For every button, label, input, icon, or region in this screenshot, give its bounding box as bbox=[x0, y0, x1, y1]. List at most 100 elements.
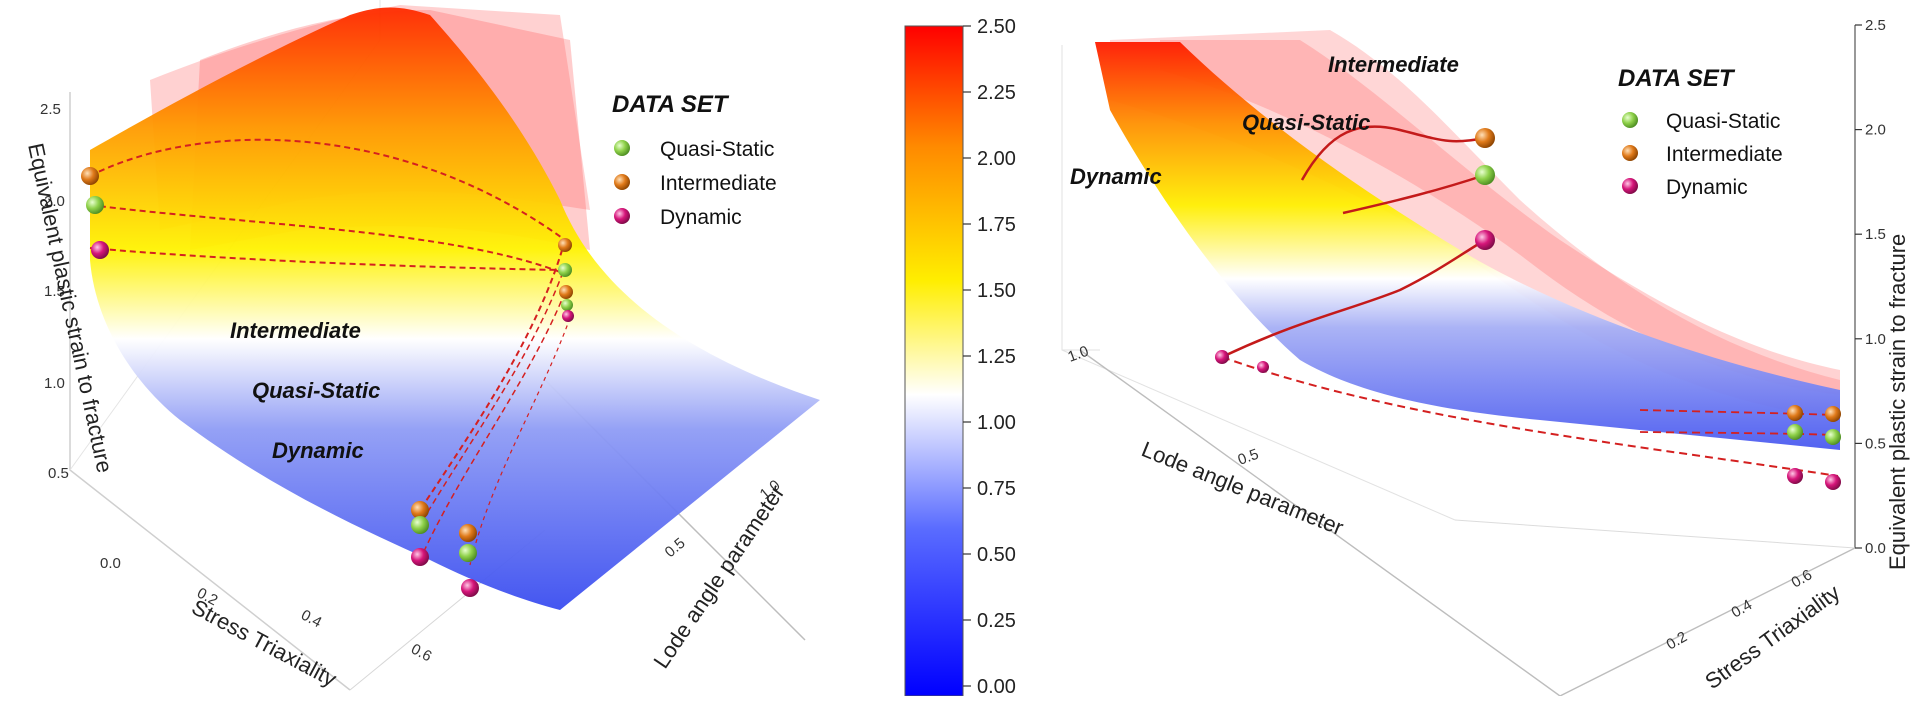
colorbar-tick-label: 1.50 bbox=[977, 280, 1016, 302]
colorbar-tick-label: 2.50 bbox=[977, 16, 1016, 38]
right-surface-label-dynamic: Dynamic bbox=[1070, 164, 1162, 189]
right-legend-label-intermediate: Intermediate bbox=[1666, 143, 1783, 166]
right-back-surface-2 bbox=[1160, 40, 1840, 395]
colorbar-tick-label: 2.00 bbox=[977, 148, 1016, 170]
left-legend: DATA SET Quasi-Static Intermediate Dynam… bbox=[612, 91, 777, 229]
left-z-tick-5: 0.0 bbox=[100, 555, 121, 572]
colorbar-ticks: 2.50 2.25 2.00 1.75 1.50 1.25 1.00 0.75 0.50 0.25… bbox=[963, 16, 1016, 698]
right-z-axis-title: Equivalent plastic strain to fracture bbox=[1885, 234, 1910, 570]
right-marker-dynamic-1 bbox=[1475, 230, 1495, 250]
right-surface-label-intermediate: Intermediate bbox=[1328, 52, 1459, 77]
left-curve-intermediate bbox=[89, 138, 566, 241]
left-z-tick-0: 2.5 bbox=[40, 101, 61, 118]
right-lode-axis bbox=[1079, 349, 1561, 697]
right-marker-dynamic-4 bbox=[1787, 468, 1803, 484]
right-z-tick-label: 1.0 bbox=[1865, 331, 1886, 348]
left-marker-intermediate-2 bbox=[558, 238, 572, 252]
colorbar-tick-label: 1.00 bbox=[977, 412, 1016, 434]
left-marker-quasistatic-3 bbox=[561, 299, 573, 311]
left-marker-intermediate-1 bbox=[81, 167, 99, 185]
right-y-axis-title: Stress Triaxiality bbox=[1700, 580, 1844, 694]
right-marker-quasistatic-2 bbox=[1787, 424, 1803, 440]
right-marker-dynamic-2 bbox=[1215, 350, 1229, 364]
left-legend-label-intermediate: Intermediate bbox=[660, 172, 777, 195]
right-z-tick-label: 0.5 bbox=[1865, 435, 1886, 452]
right-z-ticks: 0.0 0.5 1.0 1.5 2.0 2.5 bbox=[1855, 17, 1886, 557]
colorbar-tick-label: 0.25 bbox=[977, 610, 1016, 632]
left-legend-marker-quasistatic bbox=[614, 140, 630, 156]
colorbar-tick-label: 2.25 bbox=[977, 82, 1016, 104]
right-curve-quasistatic-tail bbox=[1639, 431, 1836, 436]
left-surface-label-intermediate: Intermediate bbox=[230, 318, 361, 343]
left-z-tick-1: 2.0 bbox=[44, 193, 65, 210]
left-marker-quasistatic-1 bbox=[86, 196, 104, 214]
colorbar-tick-label: 0.75 bbox=[977, 478, 1016, 500]
right-curves bbox=[1221, 125, 1839, 477]
right-z-tick-label: 2.5 bbox=[1865, 17, 1886, 34]
left-x-axis-title: Stress Triaxiality bbox=[188, 594, 341, 691]
left-marker-quasistatic-2 bbox=[558, 263, 572, 277]
right-curve-intermediate bbox=[1300, 125, 1486, 181]
left-z-tick-2: 1.5 bbox=[44, 283, 65, 300]
left-marker-dynamic-4 bbox=[461, 579, 479, 597]
left-legend-label-dynamic: Dynamic bbox=[660, 206, 742, 229]
left-curves bbox=[89, 138, 571, 566]
right-legend-label-dynamic: Dynamic bbox=[1666, 176, 1748, 199]
left-curve-down-3 bbox=[419, 291, 566, 561]
right-legend-marker-intermediate bbox=[1622, 145, 1638, 161]
right-z-tick-label: 1.5 bbox=[1865, 226, 1886, 243]
right-curve-dynamic bbox=[1221, 238, 1486, 359]
right-markers bbox=[1215, 128, 1841, 490]
right-3d-plot: 0.0 0.5 1.0 1.5 2.0 2.5 Equivalent plastic st… bbox=[1061, 17, 1910, 697]
left-curve-down-2 bbox=[419, 271, 564, 526]
left-marker-quasistatic-4 bbox=[411, 516, 429, 534]
left-curve-down-4 bbox=[469, 317, 571, 566]
right-legend-label-quasistatic: Quasi-Static bbox=[1666, 110, 1780, 133]
right-legend-title: DATA SET bbox=[1618, 65, 1736, 92]
left-surface-label-quasistatic: Quasi-Static bbox=[252, 378, 380, 403]
right-surface-label-quasistatic: Quasi-Static bbox=[1242, 110, 1370, 135]
right-marker-dynamic-5 bbox=[1825, 474, 1841, 490]
right-marker-intermediate-3 bbox=[1825, 406, 1841, 422]
left-curve-quasistatic bbox=[89, 204, 561, 273]
left-marker-intermediate-4 bbox=[411, 501, 429, 519]
right-marker-quasistatic-1 bbox=[1475, 165, 1495, 185]
left-marker-dynamic-2 bbox=[562, 310, 574, 322]
left-3d-plot: 2.5 2.0 1.5 1.0 0.5 0.0 Equivalent plast… bbox=[23, 0, 820, 692]
right-legend-marker-dynamic bbox=[1622, 178, 1638, 194]
left-z-ticks: 2.5 2.0 1.5 1.0 0.5 0.0 bbox=[40, 101, 121, 572]
left-marker-intermediate-3 bbox=[559, 285, 573, 299]
right-curve-intermediate-tail bbox=[1639, 409, 1836, 416]
left-curve-down-1 bbox=[419, 239, 566, 511]
right-marker-intermediate-1 bbox=[1475, 128, 1495, 148]
right-z-tick-label: 0.0 bbox=[1865, 540, 1886, 557]
left-markers bbox=[81, 167, 574, 597]
right-box-floor bbox=[1454, 519, 1856, 549]
right-marker-quasistatic-3 bbox=[1825, 429, 1841, 445]
right-marker-dynamic-3 bbox=[1257, 361, 1269, 373]
left-legend-title: DATA SET bbox=[612, 91, 730, 118]
colorbar-tick-label: 0.50 bbox=[977, 544, 1016, 566]
right-curve-quasistatic bbox=[1342, 173, 1486, 215]
left-z-tick-4: 0.5 bbox=[48, 465, 69, 482]
right-z-tick-label: 2.0 bbox=[1865, 122, 1886, 139]
left-z-tick-3: 1.0 bbox=[44, 375, 65, 392]
right-triax-axis bbox=[1559, 547, 1856, 697]
left-x-tick-1: 0.4 bbox=[298, 607, 324, 632]
colorbar-tick-label: 1.75 bbox=[977, 214, 1016, 236]
left-marker-intermediate-5 bbox=[459, 524, 477, 542]
right-back-surface-1 bbox=[1110, 30, 1840, 420]
colorbar: 2.50 2.25 2.00 1.75 1.50 1.25 1.00 0.75 0.50 0.25… bbox=[904, 16, 1016, 698]
left-legend-label-quasistatic: Quasi-Static bbox=[660, 138, 774, 161]
left-legend-marker-intermediate bbox=[614, 174, 630, 190]
right-legend: DATA SET Quasi-Static Intermediate Dynam… bbox=[1618, 65, 1783, 199]
left-curve-dynamic bbox=[89, 247, 561, 271]
right-main-surface bbox=[1095, 42, 1840, 450]
colorbar-tick-label: 1.25 bbox=[977, 346, 1016, 368]
right-curve-dynamic-tail bbox=[1221, 356, 1839, 477]
colorbar-gradient bbox=[904, 25, 964, 697]
left-marker-dynamic-1 bbox=[91, 241, 109, 259]
colorbar-tick-label: 0.00 bbox=[977, 676, 1016, 696]
